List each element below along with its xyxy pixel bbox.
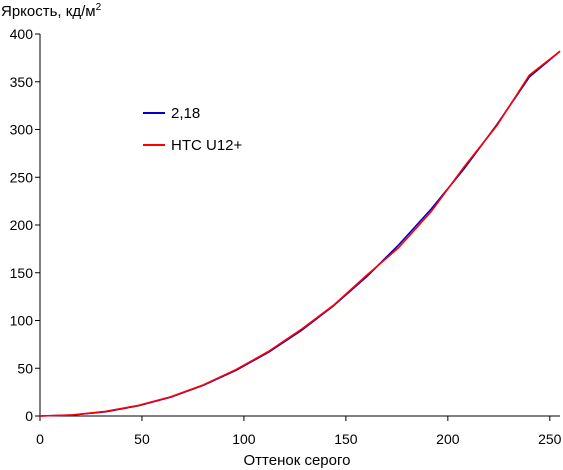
y-tick-label: 50 xyxy=(17,360,33,376)
y-tick-label: 200 xyxy=(10,217,34,233)
x-tick-label: 250 xyxy=(538,431,562,447)
legend-label-1: 2,18 xyxy=(171,105,200,122)
series-line-2 xyxy=(39,50,561,417)
axes xyxy=(39,34,560,417)
y-tick-label: 100 xyxy=(10,313,34,329)
y-axis-title: Яркость, кд/м2 xyxy=(1,2,102,20)
y-tick-label: 300 xyxy=(10,122,34,138)
x-tick-label: 200 xyxy=(436,431,460,447)
series-lines xyxy=(39,50,561,417)
legend: 2,18 HTC U12+ xyxy=(143,105,243,154)
y-tick-label: 350 xyxy=(10,74,34,90)
y-tick-label: 0 xyxy=(25,408,33,424)
legend-label-2: HTC U12+ xyxy=(171,137,243,154)
x-ticks: 0 50 100 150 200 250 xyxy=(36,416,562,447)
y-tick-label: 400 xyxy=(10,26,34,42)
x-tick-label: 0 xyxy=(36,431,44,447)
x-tick-label: 100 xyxy=(232,431,256,447)
series-line-1 xyxy=(39,50,561,417)
x-tick-label: 150 xyxy=(334,431,358,447)
x-tick-label: 50 xyxy=(134,431,150,447)
y-tick-label: 150 xyxy=(10,265,34,281)
y-ticks: 0 50 100 150 200 250 300 350 400 xyxy=(10,26,40,424)
y-tick-label: 250 xyxy=(10,169,34,185)
x-axis-title: Оттенок серого xyxy=(244,452,351,469)
